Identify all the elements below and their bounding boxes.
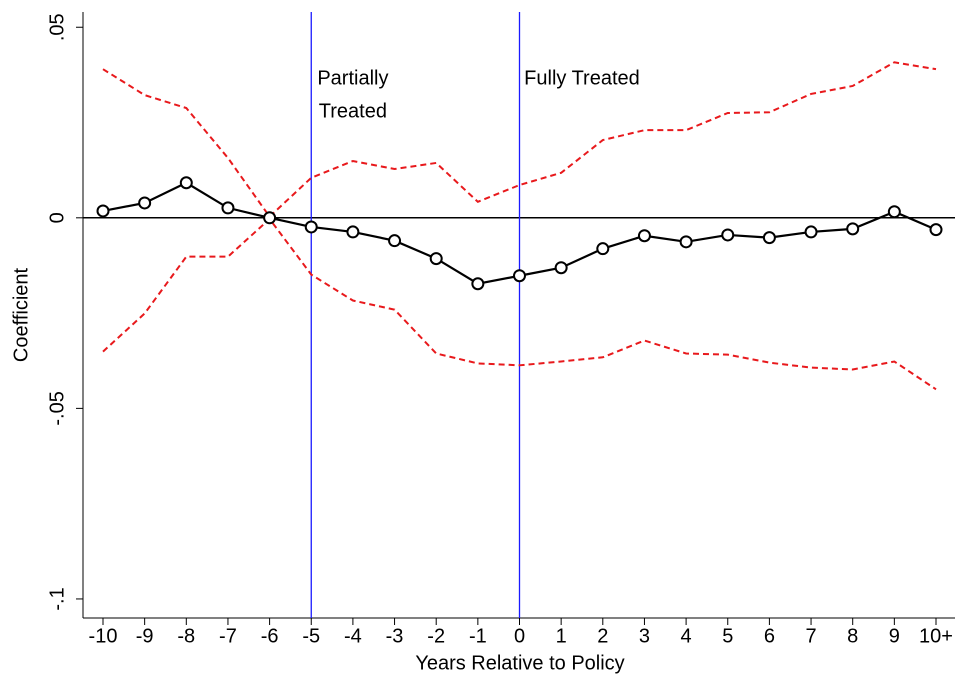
x-tick-label: -1 — [469, 625, 487, 647]
x-tick-label: 1 — [556, 625, 567, 647]
annotation: Fully Treated — [524, 67, 640, 89]
y-tick-label: .05 — [46, 13, 68, 41]
x-tick-label: -8 — [177, 625, 195, 647]
point — [929, 223, 943, 237]
y-tick-label: -.05 — [46, 391, 68, 425]
point — [346, 225, 360, 239]
point — [596, 242, 610, 256]
point — [846, 222, 860, 236]
x-tick-label: 7 — [805, 625, 816, 647]
point — [471, 277, 485, 291]
point — [304, 220, 318, 234]
point — [138, 196, 152, 210]
x-tick-label: 5 — [722, 625, 733, 647]
point — [388, 234, 402, 248]
point — [887, 205, 901, 219]
annotation: Treated — [319, 100, 387, 122]
x-tick-label: 4 — [681, 625, 692, 647]
series-line — [102, 217, 937, 391]
x-tick-label: -5 — [302, 625, 320, 647]
x-tick-label: 8 — [847, 625, 858, 647]
x-tick-label: -3 — [386, 625, 404, 647]
x-tick-label: 6 — [764, 625, 775, 647]
point — [762, 231, 776, 245]
point — [721, 228, 735, 242]
x-tick-label: -2 — [427, 625, 445, 647]
x-tick-label: -10 — [89, 625, 118, 647]
x-tick-label: -9 — [136, 625, 154, 647]
x-tick-label: 9 — [889, 625, 900, 647]
x-tick-label: -4 — [344, 625, 362, 647]
point — [221, 201, 235, 215]
annotation: Partially — [317, 67, 388, 89]
point — [554, 261, 568, 275]
point — [96, 204, 110, 218]
x-tick-label: 2 — [597, 625, 608, 647]
point — [179, 176, 193, 190]
y-axis-label: Coefficient — [10, 267, 32, 362]
x-tick-label: 10+ — [919, 625, 953, 647]
point — [804, 225, 818, 239]
point — [429, 252, 443, 266]
point — [679, 235, 693, 249]
point — [263, 211, 277, 225]
series-line — [102, 61, 937, 219]
x-tick-label: -7 — [219, 625, 237, 647]
point — [637, 229, 651, 243]
point — [513, 269, 526, 283]
y-tick-label: -.1 — [46, 587, 68, 610]
x-axis-label: Years Relative to Policy — [415, 652, 624, 674]
y-tick-label: 0 — [46, 212, 68, 223]
x-tick-label: 0 — [514, 625, 525, 647]
x-tick-label: 3 — [639, 625, 650, 647]
x-tick-label: -6 — [261, 625, 279, 647]
